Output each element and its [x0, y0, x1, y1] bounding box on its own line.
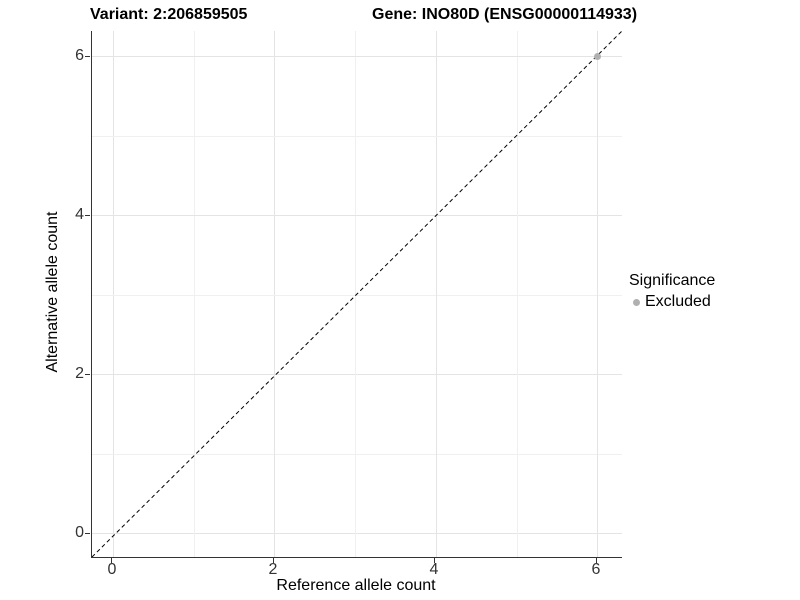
- variant-title: Variant: 2:206859505: [90, 6, 248, 23]
- gridline: [92, 533, 622, 534]
- x-tick-mark: [111, 558, 112, 563]
- y-tick-label: 0: [75, 524, 84, 541]
- y-tick-label: 4: [75, 206, 84, 223]
- y-tick-mark: [85, 56, 90, 57]
- gridline: [113, 31, 114, 557]
- y-axis-title: Alternative allele count: [44, 211, 61, 373]
- y-tick-label: 6: [75, 47, 84, 64]
- gene-title: Gene: INO80D (ENSG00000114933): [372, 6, 638, 23]
- y-tick-mark: [85, 374, 90, 375]
- y-tick-mark: [85, 215, 90, 216]
- gridline: [92, 374, 622, 375]
- gridline: [597, 31, 599, 557]
- gridline: [435, 31, 437, 557]
- x-tick-mark: [273, 558, 274, 563]
- gridline: [516, 31, 518, 557]
- data-point: [593, 52, 601, 60]
- gridline: [92, 56, 622, 57]
- y-tick-label: 2: [75, 365, 84, 382]
- x-axis-title: Reference allele count: [276, 577, 436, 594]
- legend-item-excluded: Excluded: [633, 293, 715, 311]
- legend-title: Significance: [629, 272, 716, 289]
- excluded-dot-icon: [633, 298, 640, 306]
- gridline: [193, 31, 195, 557]
- gridline: [92, 135, 622, 137]
- x-tick-label: 2: [268, 561, 278, 578]
- gridline: [274, 31, 276, 557]
- x-tick-label: 4: [429, 561, 439, 578]
- legend: Significance Excluded: [629, 272, 715, 311]
- x-tick-label: 6: [591, 561, 601, 578]
- x-tick-mark: [596, 558, 597, 563]
- gridline: [92, 294, 622, 296]
- gridline: [355, 31, 357, 557]
- plot-panel: [91, 31, 622, 558]
- gridline: [92, 215, 622, 216]
- x-tick-label: 0: [107, 561, 117, 578]
- gridline: [92, 453, 622, 455]
- y-tick-mark: [85, 533, 90, 534]
- x-tick-mark: [434, 558, 435, 563]
- identity-line: [92, 31, 622, 557]
- legend-item-label: Excluded: [645, 293, 711, 310]
